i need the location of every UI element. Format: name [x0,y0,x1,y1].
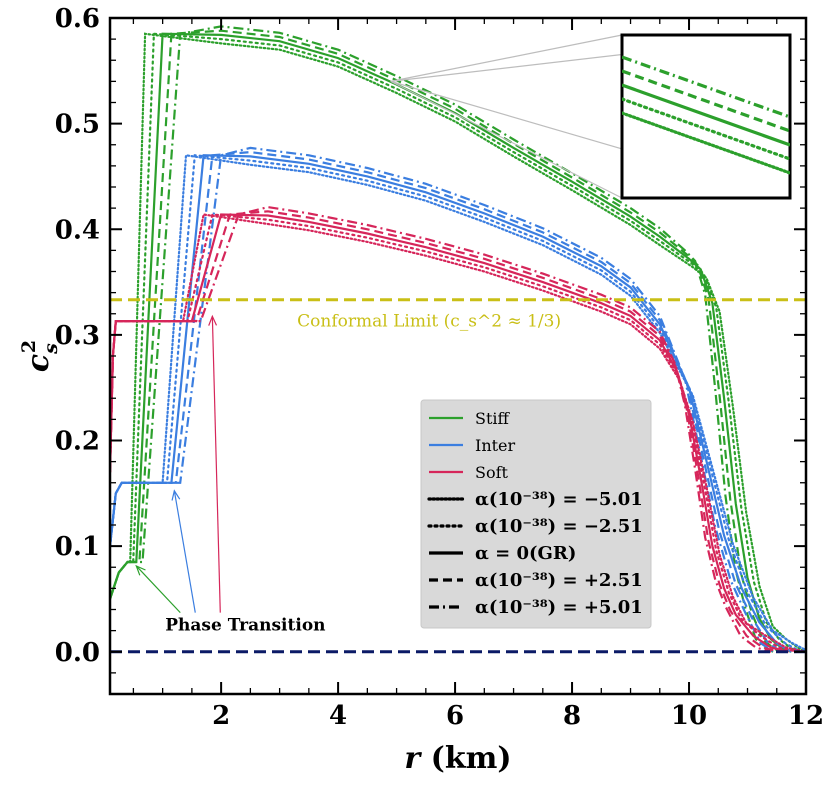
legend-entry-1: Inter [475,436,516,455]
series-line-inter-3 [110,150,783,653]
series-line-inter-2 [110,154,792,653]
y-tick-label: 0.5 [55,110,100,140]
series-line-soft-2 [110,213,789,653]
curves-group [110,25,806,653]
legend-entry-7: α(10⁻³⁸) = +5.01 [475,597,643,618]
legend-entry-5: α = 0(GR) [475,543,576,564]
inset-curves [622,55,790,175]
y-tick-label: 0.6 [55,4,100,34]
annotations-group: Conformal Limit (c_s^2 ≈ 1/3) Phase Trans… [135,312,561,636]
legend-entry-2: Soft [475,463,509,482]
arrow-soft-head [208,314,218,326]
x-tick-label: 2 [212,701,230,731]
y-tick-label: 0.4 [55,215,100,245]
conformal-limit-label: Conformal Limit (c_s^2 ≈ 1/3) [297,312,561,332]
x-axis-label: r (km) [404,741,511,776]
y-tick-label: 0.2 [55,427,100,457]
series-line-stiff-1 [110,32,802,653]
x-tick-label: 10 [671,701,707,731]
series-line-stiff-2 [110,32,792,653]
inset-connector-2 [390,80,623,199]
y-tick-label: 0.3 [55,321,100,351]
inset-connector-0 [390,34,623,82]
inset-zoom [390,33,792,200]
arrow-soft [211,316,221,613]
inset-line-4 [622,55,790,119]
series-line-soft-4 [110,205,772,653]
inset-line-0 [622,111,790,175]
arrow-stiff-head [135,564,146,576]
reference-lines [110,298,806,654]
series-line-soft-1 [110,213,799,653]
x-tick-label: 4 [329,701,347,731]
arrow-stiff [135,565,181,614]
x-tick-label: 8 [563,701,581,731]
arrow-inter-head [171,489,181,501]
arrow-inter [173,490,196,613]
y-axis-label: cs2 [18,340,62,372]
inset-line-1 [622,97,790,161]
legend-entry-4: α(10⁻³⁸) = −2.51 [475,516,643,537]
inset-line-2 [622,83,790,147]
inset-line-3 [622,69,790,133]
legend-entry-6: α(10⁻³⁸) = +2.51 [475,570,643,591]
legend-box [420,399,652,629]
y-tick-label: 0.1 [55,532,100,562]
x-tick-label: 6 [446,701,464,731]
axes-group: 2 4 6 8 10 12 0.0 0.1 0.2 0.3 0.4 0.5 0.6 r (km) cs2 [18,4,824,776]
series-line-inter-1 [110,154,802,653]
y-tick-label: 0.0 [55,638,100,668]
series-line-stiff-0 [110,32,806,652]
legend-entry-0: Stiff [475,409,511,428]
phase-transition-label: Phase Transition [165,616,325,636]
series-line-soft-0 [110,213,806,653]
x-tick-label: 12 [788,701,824,731]
series-line-inter-4 [110,146,775,653]
series-line-inter-0 [110,154,806,652]
legend-entry-3: α(10⁻³⁸) = −5.01 [475,489,643,510]
legend: Stiff Inter Soft α(10⁻³⁸) = −5.01 α(10⁻³⁸) =… [420,399,652,629]
